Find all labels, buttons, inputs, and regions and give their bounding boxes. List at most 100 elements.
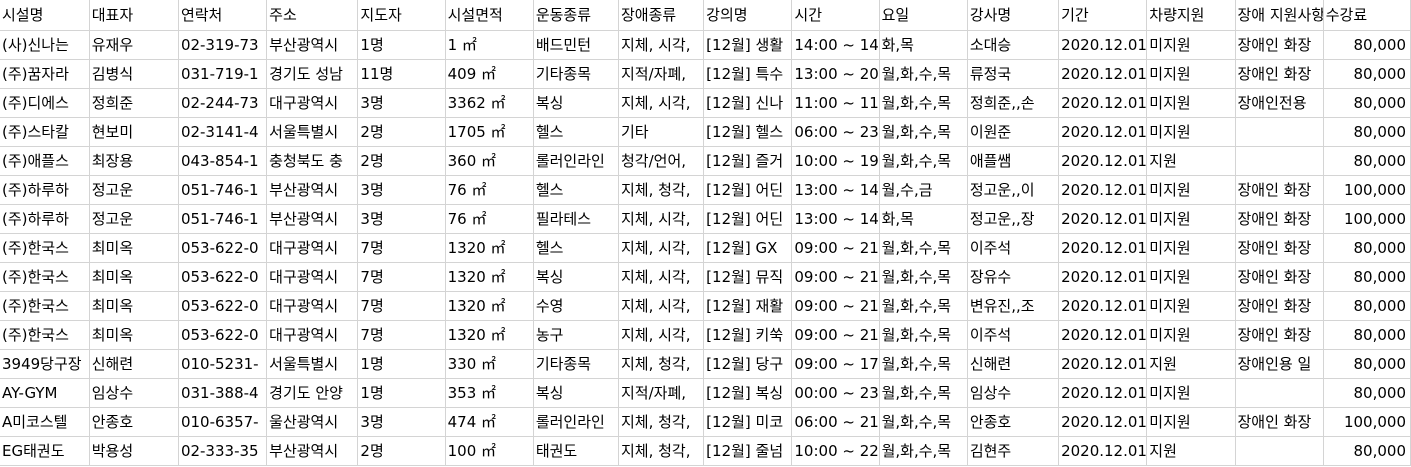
table-cell[interactable]: 월,화,수,목 (879, 117, 968, 147)
table-cell[interactable]: 대구광역시 (266, 88, 359, 118)
table-cell[interactable]: 053-622-0 (178, 320, 268, 350)
table-cell[interactable]: 변유진,,조 (967, 291, 1060, 321)
table-cell[interactable]: 정고운,,이 (967, 175, 1060, 205)
table-cell[interactable]: [12월] 어딘 (703, 204, 793, 234)
table-cell[interactable]: 3명 (357, 204, 446, 234)
table-cell[interactable]: 최미옥 (89, 291, 179, 321)
table-cell[interactable]: 월,화,수,목 (879, 233, 968, 263)
table-cell[interactable]: 미지원 (1146, 175, 1236, 205)
table-cell[interactable]: 360 ㎡ (445, 146, 534, 176)
table-cell[interactable]: 80,000 (1323, 88, 1411, 118)
table-cell[interactable]: 장애인전용 (1235, 88, 1324, 118)
table-cell[interactable]: 13:00 ~ 14 (791, 204, 880, 234)
table-cell[interactable]: 복싱 (533, 88, 620, 118)
table-cell[interactable]: 02-319-73 (178, 30, 268, 60)
table-cell[interactable]: [12월] 헬스 (703, 117, 793, 147)
table-cell[interactable]: 010-5231- (178, 349, 268, 379)
table-cell[interactable]: 정고운 (89, 204, 179, 234)
table-cell[interactable]: (주)한국스 (0, 291, 90, 321)
table-cell[interactable]: 100,000 (1323, 175, 1411, 205)
table-cell[interactable]: 기타 (618, 117, 705, 147)
table-cell[interactable]: 지적/자폐, (618, 59, 705, 89)
table-cell[interactable]: 1705 ㎡ (445, 117, 534, 147)
table-cell[interactable]: 2020.12.01 (1058, 349, 1148, 379)
table-cell[interactable]: 화,목 (879, 30, 968, 60)
table-cell[interactable]: 1명 (357, 378, 446, 408)
table-cell[interactable]: 이주석 (967, 320, 1060, 350)
table-cell[interactable]: 80,000 (1323, 320, 1411, 350)
table-cell[interactable]: [12월] 키쑥 (703, 320, 793, 350)
table-cell[interactable]: 1320 ㎡ (445, 320, 534, 350)
table-cell[interactable] (1235, 436, 1324, 466)
table-cell[interactable]: 최장용 (89, 146, 179, 176)
table-cell[interactable]: 지체, 시각, (618, 233, 705, 263)
table-cell[interactable]: 1320 ㎡ (445, 233, 534, 263)
table-cell[interactable]: 7명 (357, 291, 446, 321)
table-cell[interactable]: 월,화,수,목 (879, 146, 968, 176)
table-cell[interactable]: 월,화,수,목 (879, 436, 968, 466)
column-header-cell[interactable]: 강사명 (967, 0, 1060, 31)
table-cell[interactable]: 지체, 청각, (618, 436, 705, 466)
table-cell[interactable]: 안종호 (967, 407, 1060, 437)
table-cell[interactable]: 기타종목 (533, 349, 620, 379)
table-cell[interactable]: 미지원 (1146, 117, 1236, 147)
table-cell[interactable]: 80,000 (1323, 349, 1411, 379)
table-cell[interactable]: 1320 ㎡ (445, 291, 534, 321)
table-cell[interactable]: 장애인 화장 (1235, 233, 1324, 263)
table-cell[interactable]: (주)하루하 (0, 204, 90, 234)
table-cell[interactable]: 월,화,수,목 (879, 88, 968, 118)
table-cell[interactable]: 2020.12.01 (1058, 291, 1148, 321)
column-header-cell[interactable]: 요일 (879, 0, 968, 31)
table-cell[interactable]: 353 ㎡ (445, 378, 534, 408)
table-cell[interactable]: 80,000 (1323, 291, 1411, 321)
table-cell[interactable]: 02-3141-4 (178, 117, 268, 147)
table-cell[interactable]: 신해련 (967, 349, 1060, 379)
table-cell[interactable]: [12월] 재활 (703, 291, 793, 321)
table-cell[interactable]: 09:00 ~ 21 (791, 262, 880, 292)
table-cell[interactable]: 2020.12.01 (1058, 204, 1148, 234)
table-cell[interactable]: 울산광역시 (266, 407, 359, 437)
table-cell[interactable]: 80,000 (1323, 146, 1411, 176)
table-cell[interactable]: 76 ㎡ (445, 204, 534, 234)
table-cell[interactable]: 이원준 (967, 117, 1060, 147)
table-cell[interactable]: 소대승 (967, 30, 1060, 60)
table-cell[interactable]: 대구광역시 (266, 320, 359, 350)
table-cell[interactable]: 박용성 (89, 436, 179, 466)
table-cell[interactable]: 지적/자폐, (618, 378, 705, 408)
table-cell[interactable]: 배드민턴 (533, 30, 620, 60)
table-cell[interactable]: 031-388-4 (178, 378, 268, 408)
table-cell[interactable] (1235, 146, 1324, 176)
table-cell[interactable]: 80,000 (1323, 262, 1411, 292)
table-cell[interactable]: 100 ㎡ (445, 436, 534, 466)
table-cell[interactable]: 수영 (533, 291, 620, 321)
table-cell[interactable]: 06:00 ~ 21 (791, 407, 880, 437)
table-cell[interactable]: 장애인용 일 (1235, 349, 1324, 379)
table-cell[interactable]: 043-854-1 (178, 146, 268, 176)
column-header-cell[interactable]: 장애종류 (618, 0, 705, 31)
table-cell[interactable]: 부산광역시 (266, 175, 359, 205)
table-cell[interactable]: 서울특별시 (266, 117, 359, 147)
table-cell[interactable]: 11:00 ~ 11 (791, 88, 880, 118)
table-cell[interactable]: 정고운,,장 (967, 204, 1060, 234)
table-cell[interactable]: 정희준,,손 (967, 88, 1060, 118)
table-cell[interactable]: A미코스텔 (0, 407, 90, 437)
table-cell[interactable]: 미지원 (1146, 30, 1236, 60)
table-cell[interactable]: 미지원 (1146, 407, 1236, 437)
table-cell[interactable]: 정희준 (89, 88, 179, 118)
table-cell[interactable]: 경기도 성남 (266, 59, 359, 89)
table-cell[interactable]: 장애인 화장 (1235, 320, 1324, 350)
table-cell[interactable]: 031-719-1 (178, 59, 268, 89)
table-cell[interactable]: 11명 (357, 59, 446, 89)
column-header-cell[interactable]: 기간 (1058, 0, 1148, 31)
table-cell[interactable]: 미지원 (1146, 291, 1236, 321)
table-cell[interactable]: 지체, 청각, (618, 349, 705, 379)
table-cell[interactable]: 지체, 시각, (618, 291, 705, 321)
table-cell[interactable]: 청각/언어, (618, 146, 705, 176)
table-cell[interactable]: 지체, 시각, (618, 320, 705, 350)
table-cell[interactable]: 장애인 화장 (1235, 59, 1324, 89)
table-cell[interactable]: 지원 (1146, 436, 1236, 466)
table-cell[interactable]: 대구광역시 (266, 233, 359, 263)
table-cell[interactable]: 80,000 (1323, 117, 1411, 147)
table-cell[interactable]: 100,000 (1323, 407, 1411, 437)
